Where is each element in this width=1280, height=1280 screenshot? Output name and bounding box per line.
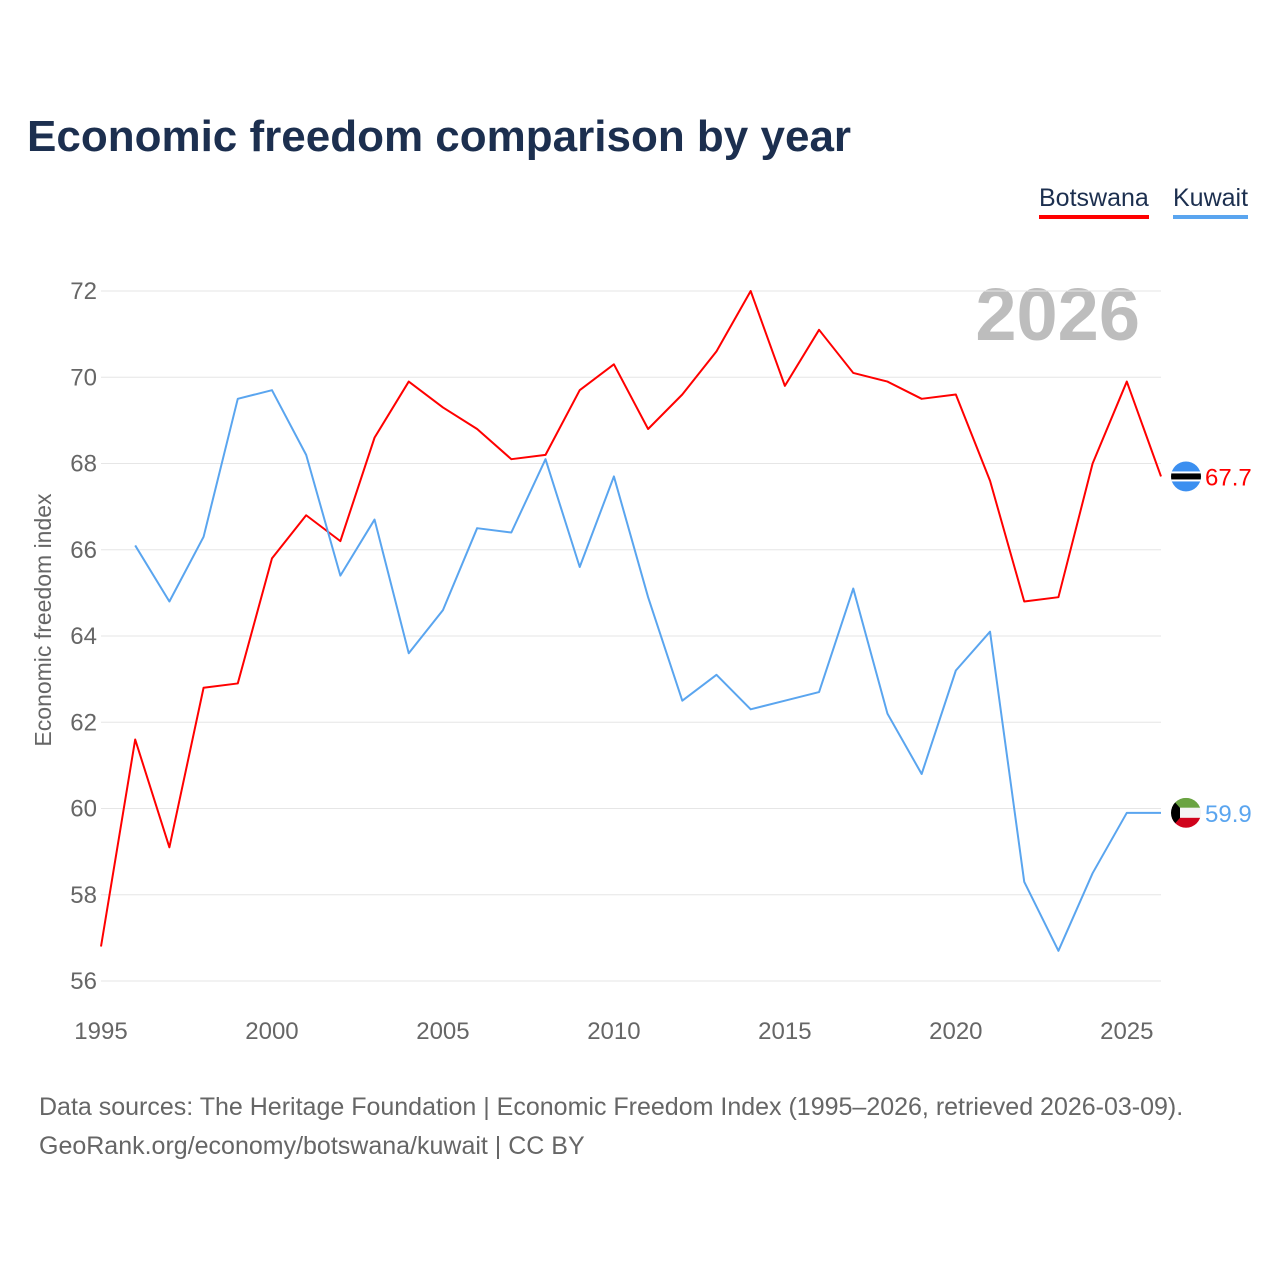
chart-title: Economic freedom comparison by year	[27, 112, 852, 161]
y-tick-label: 56	[70, 968, 97, 995]
end-value-label: 67.7	[1205, 464, 1252, 491]
y-axis-label: Economic freedom index	[30, 493, 56, 747]
y-tick-label: 70	[70, 364, 97, 391]
y-tick-label: 72	[70, 278, 97, 305]
kuwait-flag-icon	[1171, 797, 1201, 828]
source-line-2[interactable]: GeoRank.org/economy/botswana/kuwait | CC…	[39, 1132, 585, 1160]
y-tick-label: 62	[70, 709, 97, 736]
year-watermark: 2026	[975, 273, 1140, 356]
legend-kuwait[interactable]: Kuwait	[1173, 184, 1249, 219]
source-note: Data sources: The Heritage Foundation | …	[39, 1088, 1183, 1166]
x-tick-label: 2015	[758, 1018, 811, 1045]
y-tick-label: 66	[70, 537, 97, 564]
line-botswana	[100, 290, 1162, 947]
botswana-flag-icon	[1171, 461, 1201, 492]
y-tick-label: 64	[70, 623, 97, 650]
x-tick-label: 2010	[587, 1018, 640, 1045]
x-tick-label: 2000	[245, 1018, 298, 1045]
y-tick-label: 58	[70, 882, 97, 909]
y-tick-label: 68	[70, 451, 97, 478]
x-tick-label: 2005	[416, 1018, 469, 1045]
source-line-1: Data sources: The Heritage Foundation | …	[39, 1093, 1184, 1121]
y-tick-label: 60	[70, 796, 97, 823]
x-tick-label: 2025	[1100, 1018, 1153, 1045]
x-tick-label: 1995	[74, 1018, 127, 1045]
legend-botswana[interactable]: Botswana	[1039, 184, 1149, 219]
line-kuwait	[134, 389, 1161, 952]
x-tick-label: 2020	[929, 1018, 982, 1045]
end-value-label: 59.9	[1205, 801, 1252, 828]
